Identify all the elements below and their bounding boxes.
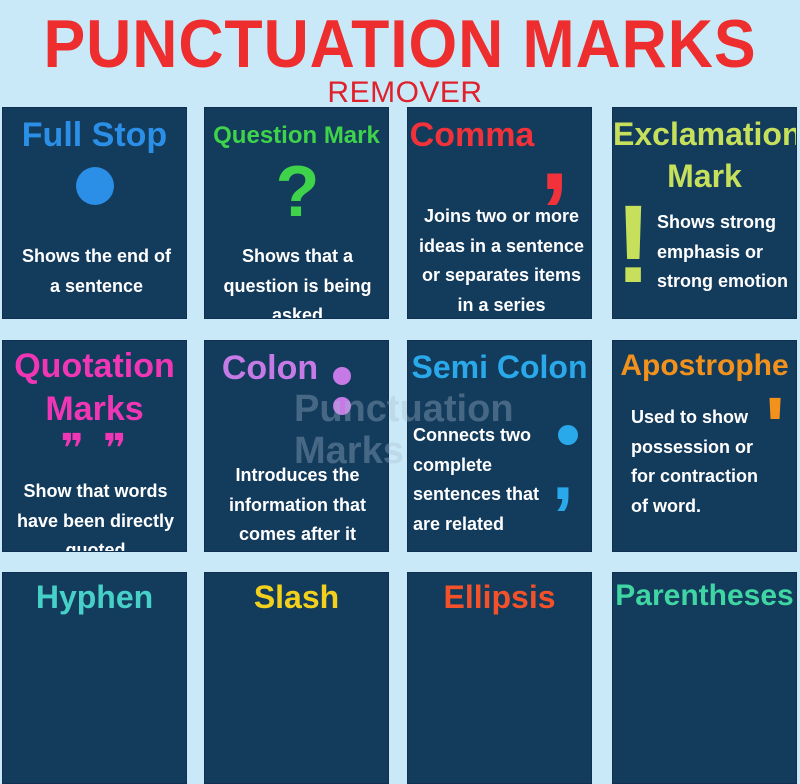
card-title: Parentheses (615, 579, 794, 612)
card-title: Slash (253, 579, 340, 615)
card-colon: Colon Introduces the information that co… (204, 340, 389, 552)
card-semi-colon: Semi Colon , Connects two complete sente… (407, 340, 592, 552)
card-description: Shows that a question is being asked (223, 246, 372, 319)
card-apostrophe: Apostrophe ' Used to show possession or … (612, 340, 797, 552)
question-mark-icon: ? (275, 152, 320, 232)
comma-icon: , (540, 107, 569, 212)
card-parentheses: Parentheses (612, 572, 797, 784)
card-description: Show that words have been directly quote… (16, 481, 175, 552)
card-description: Used to show possession or for contracti… (631, 407, 759, 516)
card-title: Comma (409, 116, 535, 154)
full-stop-icon (76, 167, 114, 205)
card-title: Colon (221, 349, 319, 387)
page-subtitle: REMOVER (327, 76, 483, 109)
card-title: Semi Colon (411, 349, 588, 385)
card-exclamation-mark: Exclamation Mark ! Shows strong emphasis… (612, 107, 797, 319)
card-description: Introduces the information that comes af… (229, 465, 366, 544)
card-description: Connects two complete sentences that are… (413, 425, 540, 534)
card-title: Exclamation (613, 116, 797, 152)
card-quotation-marks: Quotation Marks ❞ ❞ Show that words have… (2, 340, 187, 552)
card-title: Ellipsis (443, 579, 556, 615)
apostrophe-icon: ' (765, 380, 785, 474)
page-title: PUNCTUATION MARKS (43, 6, 757, 82)
card-title: Full Stop (21, 116, 168, 154)
card-slash: Slash (204, 572, 389, 784)
card-description: Shows the end of a sentence (21, 246, 171, 296)
card-description: Shows strong emphasis or strong emotion (657, 212, 788, 291)
semi-colon-icon (558, 425, 578, 445)
card-title: Apostrophe (620, 349, 789, 382)
card-title: Quotation (14, 347, 175, 385)
card-description: Joins two or more ideas in a sentence or… (418, 206, 585, 315)
card-title: Hyphen (35, 579, 154, 615)
semi-colon-icon: , (552, 428, 574, 516)
card-comma: Comma , Joins two or more ideas in a sen… (407, 107, 592, 319)
card-title: Marks (45, 390, 144, 428)
colon-icon (333, 397, 351, 415)
exclamation-mark-icon: ! (615, 183, 652, 306)
card-ellipsis: Ellipsis (407, 572, 592, 784)
quotation-marks-icon: ❞ ❞ (60, 427, 131, 471)
card-title: Question Mark (213, 122, 380, 149)
card-full-stop: Full Stop Shows the end of a sentence (2, 107, 187, 319)
card-title: Mark (667, 158, 742, 194)
card-hyphen: Hyphen (2, 572, 187, 784)
card-question-mark: Question Mark ? Shows that a question is… (204, 107, 389, 319)
colon-icon (333, 367, 351, 385)
